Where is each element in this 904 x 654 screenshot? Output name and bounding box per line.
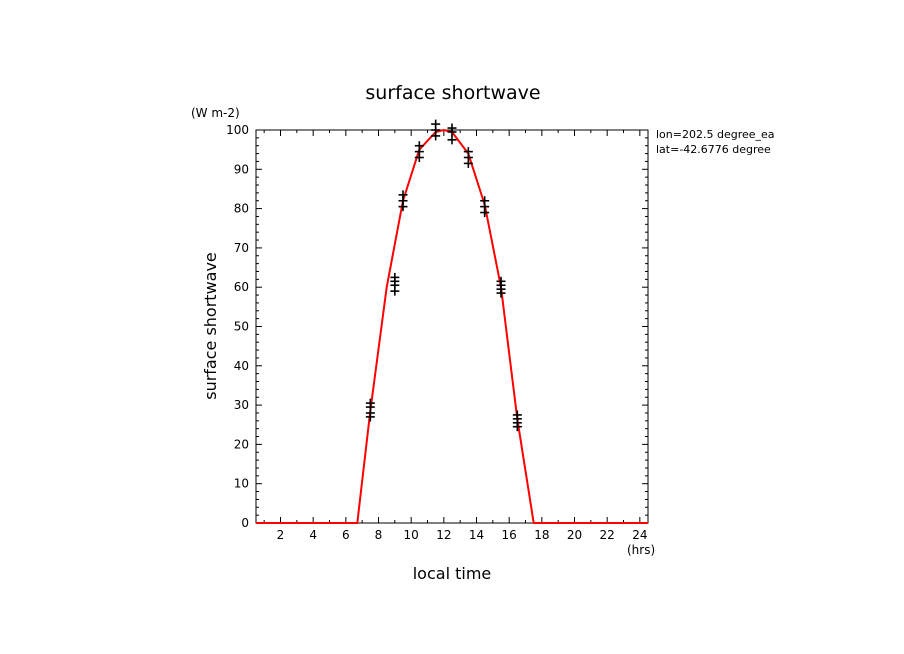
- y-tick-label: 30: [234, 398, 249, 412]
- x-tick-label: 14: [469, 528, 484, 542]
- data-point-marker: [365, 398, 375, 408]
- data-point-marker: [431, 119, 441, 129]
- data-point-marker: [398, 190, 408, 200]
- data-point-marker: [414, 141, 424, 151]
- x-tick-label: 4: [309, 528, 317, 542]
- data-point-marker: [512, 410, 522, 420]
- x-axis-label: local time: [413, 564, 492, 583]
- data-point-marker: [480, 196, 490, 206]
- y-tick-label: 50: [234, 320, 249, 334]
- x-tick-label: 24: [632, 528, 647, 542]
- y-axis-label: surface shortwave: [201, 252, 220, 400]
- series-line: [256, 128, 648, 524]
- y-tick-label: 10: [234, 477, 249, 491]
- x-tick-label: 2: [277, 528, 285, 542]
- data-point-marker: [496, 276, 506, 286]
- y-tick-label: 80: [234, 202, 249, 216]
- annotation-lat: lat=-42.6776 degree: [656, 143, 771, 156]
- data-point-marker: [447, 135, 457, 145]
- data-point-marker: [463, 147, 473, 157]
- x-tick-label: 6: [342, 528, 350, 542]
- annotation-lon: lon=202.5 degree_ea: [656, 128, 775, 141]
- x-tick-label: 22: [600, 528, 615, 542]
- x-tick-label: 8: [375, 528, 383, 542]
- y-tick-label: 0: [241, 516, 249, 530]
- x-tick-label: 18: [534, 528, 549, 542]
- y-tick-label: 100: [226, 123, 249, 137]
- data-point-marker: [390, 272, 400, 282]
- y-tick-label: 60: [234, 280, 249, 294]
- y-tick-label: 20: [234, 437, 249, 451]
- x-tick-label: 16: [502, 528, 517, 542]
- series: [256, 119, 648, 524]
- chart-title: surface shortwave: [365, 82, 540, 104]
- x-tick-label: 20: [567, 528, 582, 542]
- x-tick-label: 10: [404, 528, 419, 542]
- y-tick-label: 90: [234, 162, 249, 176]
- y-units-label: (W m-2): [191, 106, 240, 120]
- data-point-marker: [447, 123, 457, 133]
- x-units-label: (hrs): [627, 543, 655, 557]
- x-tick-label: 12: [436, 528, 451, 542]
- y-tick-label: 70: [234, 241, 249, 255]
- y-tick-label: 40: [234, 359, 249, 373]
